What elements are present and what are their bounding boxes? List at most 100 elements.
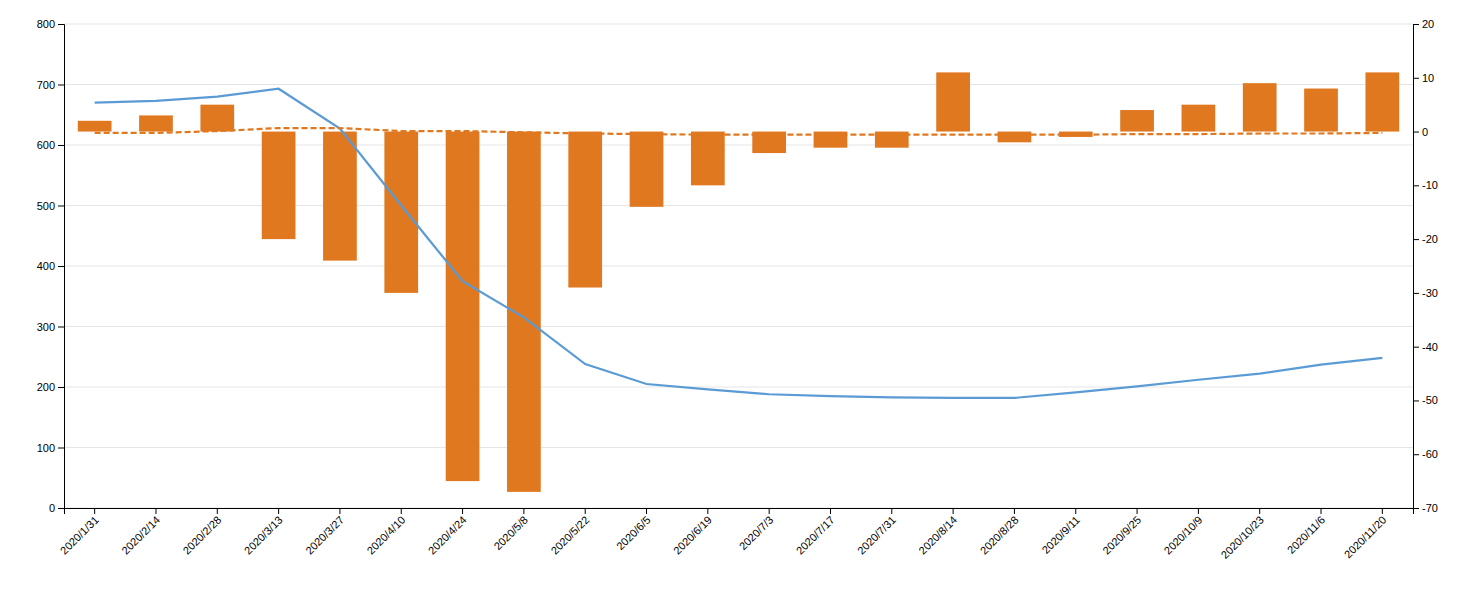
grid-line [64, 84, 1413, 85]
tick-label: -60 [1422, 448, 1438, 460]
tick-label: 0 [1422, 126, 1428, 138]
tick-label: 700 [37, 79, 55, 91]
tick-label: -20 [1422, 233, 1438, 245]
bar [1182, 105, 1216, 132]
y2-tick: -30 [1413, 287, 1438, 299]
tick-mark [278, 508, 279, 514]
tick-mark [707, 508, 708, 514]
tick-label: -70 [1422, 502, 1438, 514]
x-tick: 2020/8/28 [978, 508, 1021, 557]
tick-label: 200 [37, 381, 55, 393]
tick-mark [58, 24, 64, 25]
chart-container: 2020/1/312020/2/142020/2/282020/3/132020… [0, 0, 1477, 594]
tick-label: 0 [49, 502, 55, 514]
tick-label: 2020/6/19 [671, 514, 714, 557]
x-tick: 2020/7/3 [737, 508, 776, 552]
tick-mark [401, 508, 402, 514]
bar [1365, 72, 1399, 131]
tick-label: 2020/7/3 [737, 514, 776, 553]
tick-label: 2020/9/11 [1039, 514, 1082, 557]
y-tick: 300 [37, 321, 64, 333]
tick-label: 100 [37, 442, 55, 454]
y2-tick: 20 [1413, 18, 1434, 30]
tick-mark [1259, 508, 1260, 514]
y2-axis: -70-60-50-40-30-20-1001020 [1413, 18, 1438, 514]
y2-tick: -20 [1413, 233, 1438, 245]
tick-mark [1413, 239, 1419, 240]
tick-label: 2020/3/13 [242, 514, 285, 557]
grid-line [64, 447, 1413, 448]
x-tick: 2020/10/23 [1219, 508, 1266, 561]
tick-label: -40 [1422, 341, 1438, 353]
axis-line [58, 25, 65, 509]
y-axis: 0 100 200 300 400 500 600 700 800 [37, 18, 65, 514]
tick-label: 500 [37, 200, 55, 212]
tick-label: 2020/11/6 [1285, 514, 1328, 557]
tick-label: 2020/5/22 [548, 514, 591, 557]
x-tick: 2020/8/14 [916, 508, 959, 557]
x-tick: 2020/11/20 [1342, 508, 1389, 560]
x-tick: 2020/9/25 [1100, 508, 1143, 557]
y2-tick: -40 [1413, 341, 1438, 353]
x-tick: 2020/2/28 [180, 508, 223, 557]
tick-mark [58, 85, 64, 86]
bar [936, 72, 970, 131]
tick-mark [1413, 78, 1419, 79]
bar [200, 105, 234, 132]
y2-tick: -60 [1413, 448, 1438, 460]
y2-tick: 10 [1413, 72, 1434, 84]
bar [78, 121, 112, 132]
x-tick: 2020/7/31 [855, 508, 898, 557]
x-tick: 2020/3/27 [303, 508, 346, 557]
tick-mark [830, 508, 831, 514]
tick-label: 800 [37, 18, 55, 30]
tick-label: 2020/7/31 [855, 514, 898, 557]
tick-label: 400 [37, 260, 55, 272]
tick-label: 2020/11/20 [1342, 514, 1389, 561]
plot-area [78, 72, 1399, 491]
grid [64, 24, 1413, 508]
x-tick: 2020/4/24 [426, 508, 469, 557]
tick-label: 2020/10/23 [1219, 514, 1266, 561]
tick-label: 10 [1422, 72, 1434, 84]
tick-mark [58, 145, 64, 146]
tick-mark [217, 508, 218, 514]
y-tick: 800 [37, 18, 64, 30]
y-tick: 100 [37, 442, 64, 454]
bar [262, 132, 296, 240]
y2-tick: -50 [1413, 394, 1438, 406]
tick-mark [1413, 454, 1419, 455]
tick-mark [1014, 508, 1015, 514]
y-tick: 700 [37, 79, 64, 91]
tick-label: 300 [37, 321, 55, 333]
tick-mark [1075, 508, 1076, 514]
tick-mark [1198, 508, 1199, 514]
tick-label: 2020/6/5 [614, 514, 653, 553]
grid-line [64, 326, 1413, 327]
tick-label: 2020/4/24 [426, 514, 469, 557]
tick-mark [523, 508, 524, 514]
bar [323, 132, 357, 261]
tick-mark [58, 206, 64, 207]
tick-mark [1137, 508, 1138, 514]
chart-svg: 2020/1/312020/2/142020/2/282020/3/132020… [0, 0, 1477, 594]
tick-label: 2020/2/14 [119, 514, 162, 557]
tick-mark [58, 327, 64, 328]
y-tick: 500 [37, 200, 64, 212]
x-axis: 2020/1/312020/2/142020/2/282020/3/132020… [58, 508, 1414, 561]
x-tick: 2020/5/8 [491, 508, 530, 552]
bar [998, 132, 1032, 143]
y-tick: 600 [37, 139, 64, 151]
y-tick: 400 [37, 260, 64, 272]
bar [630, 132, 664, 207]
tick-label: 2020/2/28 [180, 514, 223, 557]
tick-mark [339, 508, 340, 514]
tick-mark [1413, 347, 1419, 348]
x-tick: 2020/5/22 [548, 508, 591, 557]
axis-line [1414, 25, 1420, 509]
tick-mark [462, 508, 463, 514]
tick-label: 2020/8/14 [916, 514, 959, 557]
tick-mark [953, 508, 954, 514]
tick-label: 2020/10/9 [1162, 514, 1205, 557]
tick-mark [891, 508, 892, 514]
